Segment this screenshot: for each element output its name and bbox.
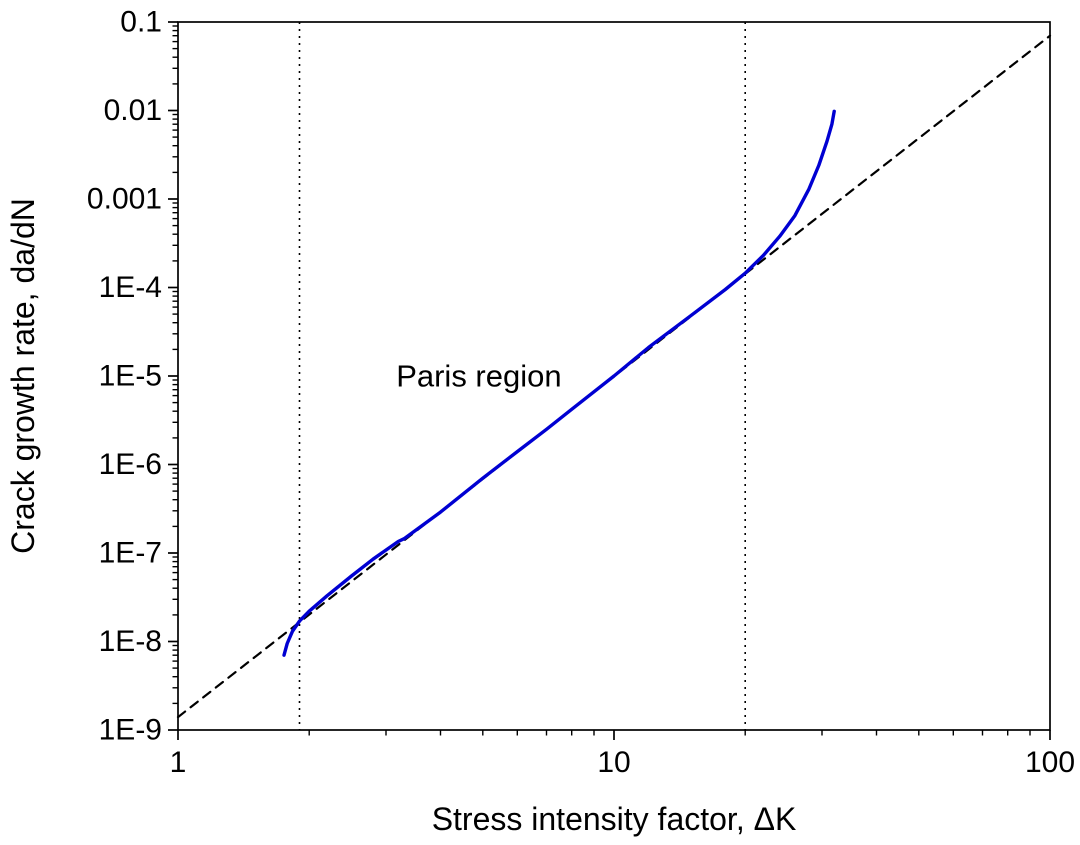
x-tick-label: 1 bbox=[170, 746, 187, 779]
series-crack-growth-curve bbox=[282, 109, 836, 657]
y-tick-label: 0.001 bbox=[87, 183, 162, 216]
y-tick-label: 0.01 bbox=[104, 94, 162, 127]
y-tick-label: 1E-5 bbox=[99, 360, 162, 393]
x-tick-label: 100 bbox=[1025, 746, 1075, 779]
y-tick-label: 0.1 bbox=[120, 6, 162, 39]
paris-region-label: Paris region bbox=[396, 359, 561, 394]
y-tick-label: 1E-6 bbox=[99, 448, 162, 481]
x-tick-label: 10 bbox=[597, 746, 630, 779]
x-axis-title: Stress intensity factor, ΔK bbox=[432, 801, 797, 837]
y-axis-title: Crack growth rate, da/dN bbox=[5, 198, 41, 554]
y-tick-label: 1E-9 bbox=[99, 714, 162, 747]
y-tick-label: 1E-8 bbox=[99, 625, 162, 658]
plot-area: 1 10 100 0.1 0.01 0.001 1E-4 1E-5 1E-6 1E-7 1E-8 1E… bbox=[87, 6, 1075, 780]
y-tick-label: 1E-7 bbox=[99, 537, 162, 570]
y-tick-label: 1E-4 bbox=[99, 271, 162, 304]
